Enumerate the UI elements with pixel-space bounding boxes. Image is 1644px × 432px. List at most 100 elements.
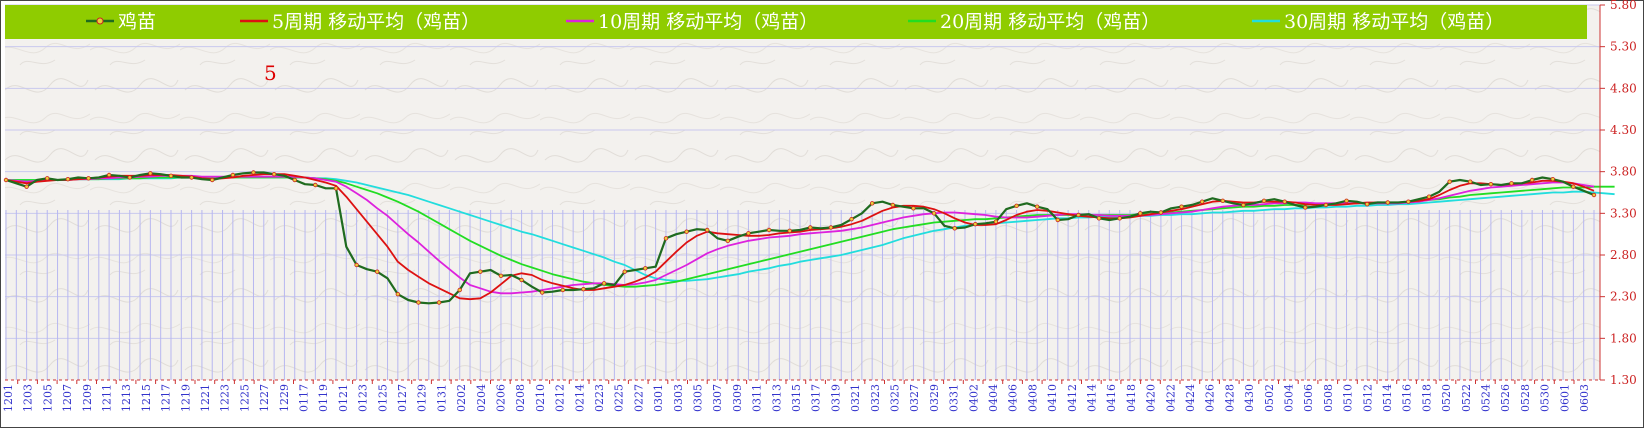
data-point: [622, 269, 627, 274]
x-tick-label: 1211: [101, 384, 114, 412]
x-tick-label: 1229: [278, 384, 291, 412]
x-tick-label: 0225: [613, 384, 626, 412]
x-tick-label: 1207: [61, 384, 74, 412]
data-point: [1447, 179, 1452, 184]
data-point: [1282, 199, 1287, 204]
x-tick-label: 0129: [416, 384, 429, 412]
legend-label: 10周期 移动平均（鸡苗）: [598, 11, 818, 33]
data-point: [808, 225, 813, 230]
data-point: [849, 216, 854, 222]
x-tick-label: 0422: [1164, 384, 1177, 412]
x-tick-label: 1203: [22, 384, 35, 412]
data-point: [1488, 181, 1494, 187]
data-point: [292, 177, 297, 183]
data-point: [271, 171, 277, 177]
data-point: [725, 238, 731, 244]
x-tick-label: 0424: [1184, 384, 1197, 412]
data-point: [498, 273, 504, 279]
x-tick-label: 0125: [376, 384, 389, 412]
data-point: [1344, 198, 1349, 204]
legend-label: 5周期 移动平均（鸡苗）: [272, 11, 480, 33]
data-point: [1426, 194, 1432, 199]
x-tick-label: 0309: [731, 384, 744, 412]
legend-label: 30周期 移动平均（鸡苗）: [1284, 11, 1504, 33]
x-tick-label: 0510: [1342, 384, 1355, 412]
data-point: [684, 229, 689, 234]
x-tick-label: 0522: [1460, 384, 1473, 412]
x-tick-label: 0516: [1401, 384, 1414, 412]
data-point: [65, 176, 71, 182]
legend-bar: [5, 5, 1587, 39]
legend: 鸡苗 5周期 移动平均（鸡苗） 10周期 移动平均（鸡苗） 20周期 移动平均（鸡苗）…: [86, 11, 1504, 33]
data-point: [106, 172, 112, 178]
x-tick-label: 1201: [2, 384, 15, 412]
x-tick-label: 0123: [357, 384, 370, 412]
x-tick-label: 0518: [1420, 384, 1433, 412]
x-tick-label: 0410: [1046, 384, 1059, 412]
x-tick-label: 0210: [534, 384, 547, 412]
data-point: [869, 201, 875, 206]
x-tick-label: 1209: [81, 384, 94, 412]
data-point: [890, 202, 896, 208]
y-tick-label: 5.30: [1610, 40, 1637, 54]
y-tick-label: 2.80: [1610, 248, 1637, 262]
x-tick-label: 0508: [1322, 384, 1335, 412]
x-tick-label: 1213: [120, 384, 133, 412]
x-tick-label: 0601: [1558, 384, 1571, 412]
x-tick-label: 0317: [810, 384, 823, 412]
x-tick-label: 0514: [1381, 384, 1394, 412]
x-tick-label: 0426: [1204, 384, 1217, 412]
data-point: [1117, 216, 1122, 221]
x-tick-label: 0212: [554, 384, 567, 412]
x-tick-label: 1219: [179, 384, 192, 412]
x-tick-label: 0202: [455, 384, 468, 412]
x-tick-label: 1217: [160, 384, 173, 412]
series-line-2: [5, 174, 1595, 295]
x-tick-label: 1215: [140, 384, 153, 412]
x-tick-label: 0208: [514, 384, 527, 412]
y-axis-ticks: 1.30 1.80 2.30 2.80 3.30 3.80 4.30 4.80 5.30 5.80: [1600, 0, 1637, 387]
data-point: [24, 184, 29, 189]
data-point: [1241, 202, 1246, 208]
x-tick-label: 0420: [1145, 384, 1158, 412]
data-point: [1550, 176, 1555, 182]
x-tick-label: 0121: [337, 384, 350, 412]
data-point: [766, 227, 772, 233]
series-line-0: [5, 171, 1595, 305]
data-point: [1096, 216, 1102, 221]
x-tick-label: 1221: [199, 384, 212, 412]
data-point: [1138, 211, 1143, 216]
x-tick-label: 0402: [967, 384, 980, 412]
x-tick-label: 0303: [672, 384, 685, 412]
y-tick-label: 3.80: [1610, 165, 1637, 179]
data-point: [1179, 204, 1184, 209]
data-point: [601, 281, 607, 286]
data-point: [189, 175, 194, 180]
x-tick-label: 0416: [1105, 384, 1118, 412]
data-point: [1076, 212, 1081, 218]
x-tick-label: 0313: [770, 384, 783, 412]
series-layer: [5, 171, 1615, 305]
data-point: [1509, 181, 1514, 186]
x-tick-label: 0506: [1302, 384, 1315, 412]
data-point: [1199, 199, 1205, 204]
x-tick-label: 0227: [632, 384, 645, 412]
data-point: [1303, 205, 1308, 210]
data-point: [1468, 179, 1473, 184]
data-point: [704, 227, 710, 233]
data-point: [1364, 201, 1370, 207]
data-point: [993, 219, 999, 224]
data-point: [1571, 184, 1576, 189]
data-point: [45, 176, 50, 181]
y-tick-label: 2.30: [1610, 290, 1637, 304]
x-tick-label: 0311: [751, 384, 764, 412]
x-tick-label: 0321: [849, 384, 862, 412]
data-point: [560, 287, 566, 293]
legend-label: 20周期 移动平均（鸡苗）: [940, 11, 1160, 33]
x-tick-label: 0406: [1007, 384, 1020, 412]
x-tick-label: 0117: [298, 384, 311, 412]
data-point: [1034, 204, 1040, 209]
x-tick-label: 0301: [652, 384, 665, 412]
data-point: [828, 225, 834, 230]
